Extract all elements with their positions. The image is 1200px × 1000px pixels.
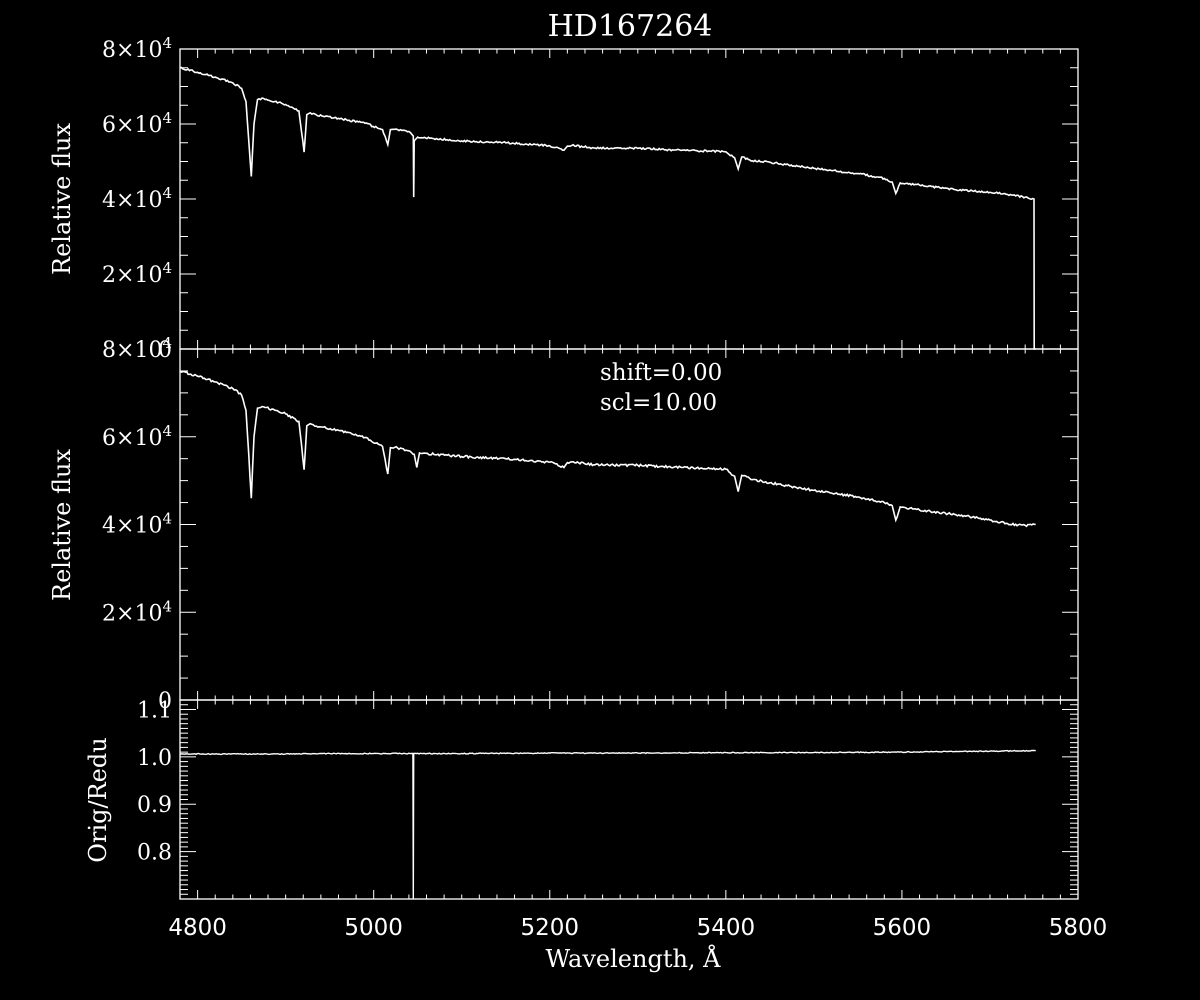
y-tick-label: 8×104 [102, 334, 172, 363]
y-tick-label: 6×104 [102, 109, 172, 138]
y-tick-label: 6×104 [102, 422, 172, 451]
y-tick-label: 2×104 [102, 597, 172, 626]
y-tick-label: 8×104 [102, 34, 172, 63]
scale-annotation: scl=10.00 [600, 390, 717, 416]
y-tick-label: 4×104 [102, 184, 172, 213]
y-tick-label: 4×104 [102, 510, 172, 539]
panel-0-y-axis-label: Relative flux [48, 123, 76, 275]
x-tick-label: 5200 [520, 915, 579, 941]
y-tick-label: 2×104 [102, 259, 172, 288]
x-tick-label: 5600 [873, 915, 932, 941]
y-tick-label: 1.1 [137, 698, 172, 723]
x-tick-label: 5000 [344, 915, 403, 941]
x-tick-label: 5400 [697, 915, 756, 941]
panel-2-y-axis-label: Orig/Redu [84, 737, 112, 862]
chart-title: HD167264 [548, 9, 713, 44]
x-tick-label: 4800 [168, 915, 227, 941]
panel-1-y-axis-label: Relative flux [48, 449, 76, 601]
shift-annotation: shift=0.00 [600, 360, 722, 386]
y-tick-label: 0.9 [137, 793, 172, 818]
x-tick-label: 5800 [1049, 915, 1108, 941]
y-tick-label: 1.0 [137, 746, 172, 771]
x-axis-label: Wavelength, Å [545, 944, 721, 973]
y-tick-label: 0.8 [137, 841, 172, 866]
